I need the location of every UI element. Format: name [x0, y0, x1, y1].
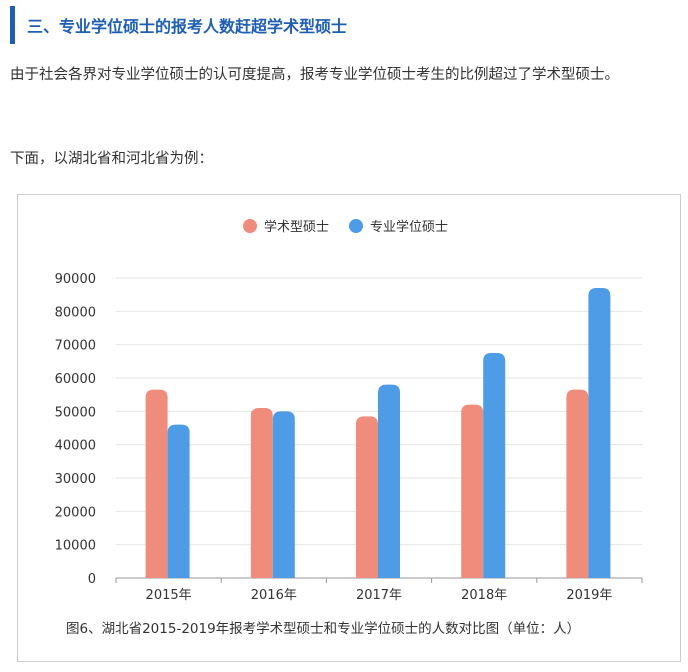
y-tick-label: 30000	[55, 472, 96, 487]
x-category-label: 2016年	[251, 588, 297, 603]
example-paragraph: 下面，以湖北省和河北省为例：	[10, 151, 213, 167]
intro-paragraph: 由于社会各界对专业学位硕士的认可度提高，报考专业学位硕士考生的比例超过了学术型硕…	[10, 67, 619, 83]
chart-caption: 图6、湖北省2015-2019年报考学术型硕士和专业学位硕士的人数对比图（单位：…	[66, 621, 580, 637]
x-category-label: 2019年	[566, 588, 612, 603]
legend-label: 学术型硕士	[264, 219, 329, 235]
bar-academic	[566, 389, 589, 578]
bar-chart: 0 10000 20000 30000 40000 50000 60000 70000 8000…	[17, 194, 681, 662]
y-tick-label: 40000	[55, 439, 96, 454]
bar-professional	[378, 384, 400, 578]
legend-marker	[243, 219, 257, 233]
bar-professional	[167, 424, 190, 578]
x-category-label: 2018年	[461, 588, 507, 603]
legend-marker	[349, 219, 363, 233]
bar-academic	[250, 408, 273, 578]
y-tick-label: 0	[88, 572, 96, 587]
bar-professional	[272, 411, 295, 578]
section-heading: 三、专业学位硕士的报考人数赶超学术型硕士	[10, 6, 680, 44]
bar-academic	[356, 416, 378, 578]
bar-professional	[588, 288, 611, 578]
y-tick-label: 10000	[55, 539, 96, 554]
x-category-label: 2015年	[146, 588, 192, 603]
y-tick-label: 60000	[55, 372, 96, 387]
y-tick-label: 80000	[55, 305, 96, 320]
bar-academic	[145, 389, 168, 578]
y-tick-label: 20000	[55, 505, 96, 520]
bar-professional	[483, 353, 506, 578]
legend-label: 专业学位硕士	[370, 219, 448, 235]
x-category-label: 2017年	[356, 588, 402, 603]
y-tick-label: 70000	[55, 339, 96, 354]
y-tick-label: 90000	[55, 272, 96, 287]
bar-academic	[461, 404, 484, 578]
chart-svg: 0 10000 20000 30000 40000 50000 60000 70000 8000…	[55, 219, 643, 637]
y-tick-label: 50000	[55, 405, 96, 420]
